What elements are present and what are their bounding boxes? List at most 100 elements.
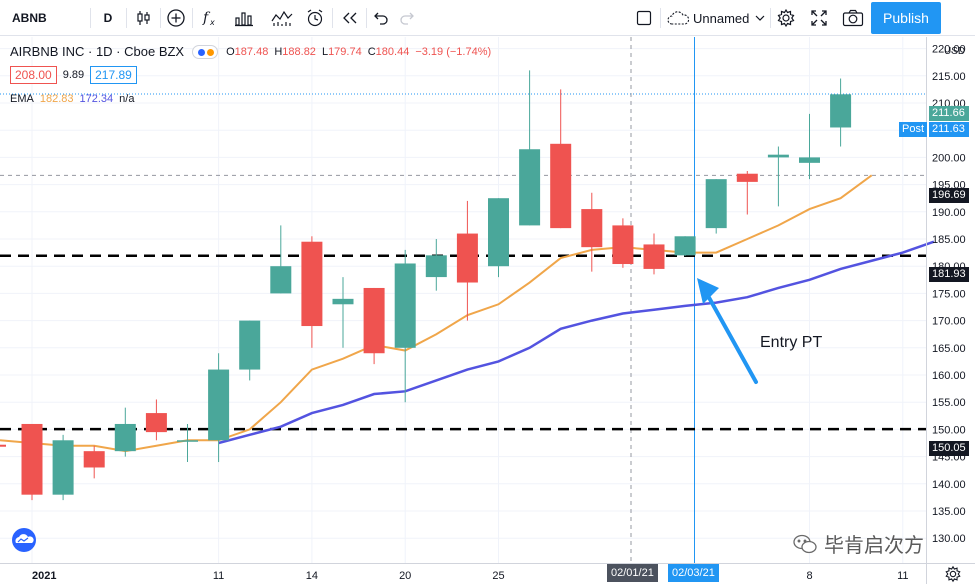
close-label: C [367,45,376,58]
layout-name-button[interactable]: Unnamed [693,10,750,26]
toolbar-divider [160,8,161,28]
candle-up [674,236,696,256]
price-tick-label[interactable]: 135.00 [932,506,966,518]
bid-price[interactable]: 208.00 [10,66,57,84]
time-tick-label[interactable]: 8 [806,570,812,582]
price-tick-label[interactable]: 155.00 [932,397,966,409]
left-edge-marker [0,444,6,447]
ema-slow-value: 172.34 [79,93,114,105]
price-tick-label[interactable]: 190.00 [932,207,966,219]
market-status-icon[interactable] [192,44,219,59]
price-tick-label[interactable]: 175.00 [932,288,966,300]
toolbar-divider [660,8,661,28]
candle-up [767,154,789,158]
toolbar-divider [90,8,91,28]
settings-icon[interactable] [774,4,798,32]
time-tick-label[interactable]: 2021 [32,570,56,582]
candle-down [145,413,167,433]
candle-down [612,225,634,265]
candle-up [394,263,416,348]
bar-style-icon[interactable] [132,4,156,32]
annotation-label[interactable]: Entry PT [760,334,823,351]
legend-title: AIRBNB INC · 1D · Cboe BZX [10,44,185,59]
ask-price[interactable]: 217.89 [90,66,137,84]
redo-icon[interactable] [396,4,418,32]
candle-up [332,298,354,305]
replay-icon[interactable] [338,4,362,32]
grid [0,37,926,563]
toolbar-divider [770,8,771,28]
post-price-tag: 211.63 [929,122,969,137]
arrow-head [697,278,719,304]
candle-up [799,157,820,163]
price-tick-label[interactable]: 185.00 [932,234,966,246]
axes[interactable]: 220.00215.00210.00205.00200.00195.00190.… [0,37,975,584]
low-label: L [321,45,329,58]
indicators-icon[interactable] [268,4,296,32]
time-tick-label[interactable]: 14 [306,570,318,582]
camera-icon[interactable] [840,4,866,32]
candle-down [456,233,478,283]
cloud-icon[interactable] [664,4,692,32]
annotation-arrow[interactable] [697,278,758,384]
price-tick-label[interactable]: 215.00 [932,71,966,83]
ema-legend[interactable]: EMA 182.83 172.34 n/a [10,93,140,105]
arrow-shaft [705,292,758,384]
price-tick-label[interactable]: 165.00 [932,343,966,355]
alert-icon[interactable] [302,4,328,32]
time-tick-label[interactable]: 20 [399,570,411,582]
interval-button[interactable]: D [103,11,113,25]
symbol-legend[interactable]: AIRBNB INC · 1D · Cboe BZX O 187.48 H 18… [10,44,497,59]
time-tick-label[interactable]: 25 [492,570,504,582]
marker-date-tag: 02/03/21 [668,564,719,582]
checkbox-icon[interactable] [632,4,656,32]
high-label: H [274,45,283,58]
wechat-icon [793,534,817,553]
watermark: 毕肯启次方 [792,529,924,558]
candle-up [488,198,509,267]
crosshair-date-tag: 02/01/21 [607,564,658,582]
toolbar-divider [192,8,193,28]
candle-up [239,320,261,370]
chevron-down-icon[interactable] [752,4,768,32]
candle-up [705,179,727,229]
candle-down [581,209,603,248]
candle-up [114,423,136,452]
fullscreen-icon[interactable] [806,4,832,32]
axis-settings-icon[interactable] [944,565,964,583]
price-tick-label[interactable]: 170.00 [932,316,966,328]
price-tick-label[interactable]: 130.00 [932,533,966,545]
price-tick-label[interactable]: 160.00 [932,370,966,382]
close-value: 180.44 [375,45,410,58]
price-tick-label[interactable]: 220.00 [932,44,966,56]
price-chart[interactable]: 220.00215.00210.00205.00200.00195.00190.… [0,37,975,584]
time-tick-label[interactable]: 11 [213,570,224,582]
toolbar-divider [126,8,127,28]
compare-icon[interactable] [230,4,258,32]
change-value: −3.19 (−1.74%) [415,45,492,58]
ema-label: EMA [10,93,34,105]
ema-lines [0,174,935,453]
tradingview-logo-icon[interactable] [12,528,36,552]
last-price-tag: 211.66 [929,106,969,121]
price-tick-label[interactable]: 140.00 [932,479,966,491]
currency-label[interactable]: USD [944,46,966,57]
add-indicator-icon[interactable] [164,4,188,32]
time-tick-label[interactable]: 11 [897,570,908,582]
symbol-search-input[interactable]: ABNB [12,11,47,25]
candle-down [736,173,758,182]
chart-pane[interactable]: 220.00215.00210.00205.00200.00195.00190.… [0,37,975,584]
open-label: O [226,45,235,58]
undo-icon[interactable] [370,4,392,32]
price-tick-label[interactable]: 200.00 [932,152,966,164]
candle-down [301,241,323,327]
toolbar-divider [366,8,367,28]
ema-extra-value: n/a [119,93,135,105]
price-tick-label[interactable]: 150.00 [932,424,966,436]
publish-button[interactable]: Publish [871,2,941,34]
high-value: 188.82 [282,45,316,58]
quote-legend: 208.00 9.89 217.89 [10,66,137,84]
lower-line-price-tag: 150.05 [929,441,969,456]
